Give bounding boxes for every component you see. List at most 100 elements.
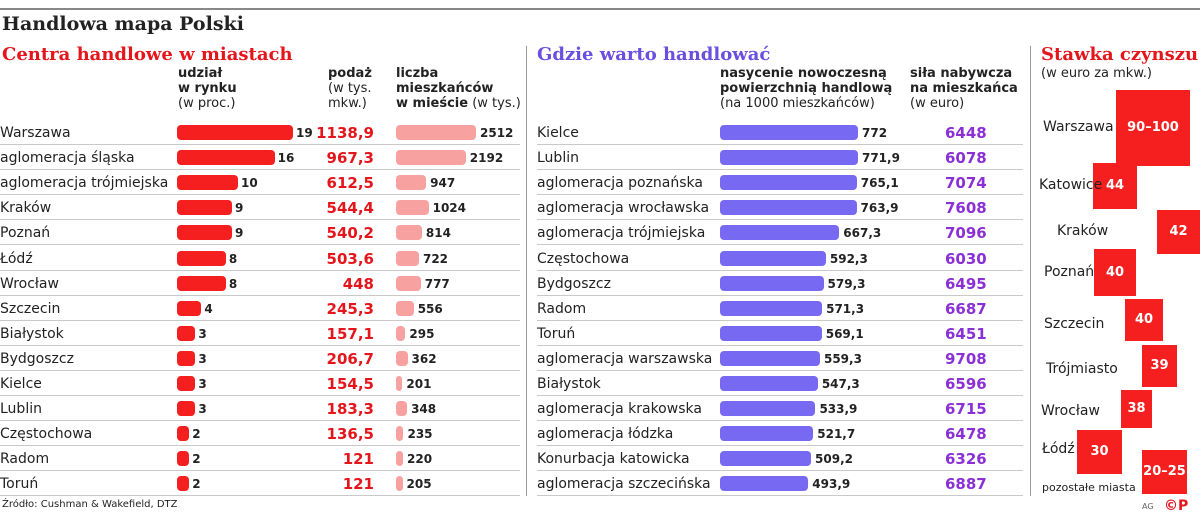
table-row: aglomeracja szczecińska 493,9 6887 <box>537 471 1023 497</box>
left-section-title: Centra handlowe w miastach <box>2 44 293 65</box>
saturation-value: 521,7 <box>817 427 856 442</box>
rent-city-label: Poznań <box>1044 264 1095 280</box>
rent-city-label: Wrocław <box>1041 403 1100 419</box>
population-value: 722 <box>422 251 449 266</box>
rent-value: 44 <box>1105 178 1125 193</box>
saturation-value: 533,9 <box>819 402 858 417</box>
rent-value: 30 <box>1090 444 1109 459</box>
rent-value: 20–25 <box>1143 464 1186 479</box>
header-podaz-label: podaż <box>328 66 372 81</box>
table-row: Częstochowa 2 136,5 235 <box>0 421 520 447</box>
row-city-label: Kraków <box>0 200 52 217</box>
purchasing-power-value: 6596 <box>945 375 987 393</box>
row-city-label: Toruń <box>0 476 39 493</box>
table-row: Szczecin 4 245,3 556 <box>0 296 520 321</box>
share-value: 2 <box>192 427 201 442</box>
row-city-label: Białystok <box>537 376 601 392</box>
supply-value: 157,1 <box>326 324 374 343</box>
row-city-label: aglomeracja śląska <box>0 150 135 167</box>
purchasing-power-value: 6448 <box>945 124 987 142</box>
share-value: 8 <box>228 251 238 266</box>
row-city-label: Częstochowa <box>0 426 93 443</box>
supply-value: 121 <box>342 475 374 494</box>
table-row: aglomeracja łódzka 521,7 6478 <box>537 421 1023 447</box>
share-bar <box>177 300 202 316</box>
share-bar <box>177 175 239 191</box>
purchasing-power-value: 6078 <box>945 149 987 168</box>
row-city-label: aglomeracja trójmiejska <box>0 175 169 192</box>
population-bar <box>396 401 408 417</box>
row-city-label: Kielce <box>537 125 579 141</box>
saturation-bar <box>720 175 857 191</box>
saturation-value: 592,3 <box>829 251 868 266</box>
population-value: 205 <box>406 477 432 492</box>
row-city-label: Warszawa <box>0 125 71 141</box>
row-city-label: aglomeracja poznańska <box>537 175 703 192</box>
population-bar <box>396 476 403 492</box>
row-city-label: aglomeracja krakowska <box>537 401 702 418</box>
share-value: 3 <box>198 402 207 417</box>
table-row: Białystok 3 157,1 295 <box>0 321 520 346</box>
table-row: aglomeracja poznańska 765,1 7074 <box>537 170 1023 196</box>
publisher-logo: ©P <box>1164 498 1189 514</box>
supply-value: 967,3 <box>326 149 374 168</box>
share-value: 3 <box>198 326 207 341</box>
saturation-bar <box>720 125 858 140</box>
share-value: 2 <box>192 452 201 467</box>
row-city-label: Bydgoszcz <box>537 275 611 292</box>
purchasing-power-value: 7608 <box>945 199 987 218</box>
table-row: aglomeracja trójmiejska 667,3 7096 <box>537 220 1023 246</box>
saturation-value: 763,9 <box>860 201 899 216</box>
table-row: Bydgoszcz 579,3 6495 <box>537 271 1023 296</box>
purchasing-power-value: 6478 <box>945 425 987 444</box>
rent-city-label: Łódź <box>1042 441 1075 457</box>
table-row: Lublin 3 183,3 348 <box>0 396 520 422</box>
header-nasycenie-unit: (na 1000 mieszkańców) <box>720 96 875 111</box>
rent-value: 42 <box>1169 224 1188 239</box>
table-row: Białystok 547,3 6596 <box>537 371 1023 396</box>
supply-value: 136,5 <box>326 425 374 444</box>
header-udzial-unit: (w proc.) <box>178 96 236 111</box>
rent-value: 40 <box>1105 264 1125 280</box>
share-bar <box>177 250 226 266</box>
header-liczba: liczba mieszkańców w mieście (w tys.) <box>396 66 521 111</box>
row-city-label: Bydgoszcz <box>0 350 74 367</box>
supply-value: 154,5 <box>326 375 374 393</box>
row-city-label: Kielce <box>0 376 42 392</box>
population-value: 777 <box>424 276 450 291</box>
population-bar <box>396 250 419 266</box>
purchasing-power-value: 6030 <box>945 249 987 268</box>
population-value: 348 <box>411 402 437 417</box>
population-bar <box>396 300 414 316</box>
saturation-bar <box>720 376 818 391</box>
row-city-label: Lublin <box>0 401 42 418</box>
saturation-bar <box>720 150 858 166</box>
saturation-value: 509,2 <box>815 452 853 467</box>
share-value: 4 <box>204 301 213 316</box>
rent-square: 40 <box>1094 249 1136 296</box>
supply-value: 448 <box>342 274 374 293</box>
table-row: aglomeracja trójmiejska 10 612,5 947 <box>0 170 520 196</box>
share-bar <box>177 225 232 241</box>
table-row: Toruń 2 121 205 <box>0 471 520 497</box>
table-row: Łódź 8 503,6 722 <box>0 246 520 271</box>
population-bar <box>396 350 408 366</box>
saturation-bar <box>720 225 840 241</box>
saturation-value: 667,3 <box>843 226 882 241</box>
table-row: aglomeracja śląska 16 967,3 2192 <box>0 145 520 171</box>
purchasing-power-value: 9708 <box>945 349 987 368</box>
row-city-label: Częstochowa <box>537 250 630 267</box>
saturation-bar <box>720 300 823 316</box>
saturation-value: 493,9 <box>812 477 851 492</box>
supply-value: 1138,9 <box>316 124 374 142</box>
header-podaz: podaż (w tys. mkw.) <box>328 66 372 111</box>
row-city-label: Białystok <box>0 325 64 342</box>
table-row: Toruń 569,1 6451 <box>537 321 1023 346</box>
table-row: Radom 2 121 220 <box>0 446 520 472</box>
rent-city-label: Szczecin <box>1044 316 1105 332</box>
rent-square: 30 <box>1077 430 1122 474</box>
population-bar <box>396 200 429 216</box>
rent-square: 38 <box>1121 390 1152 428</box>
header-udzial: udział w rynku (w proc.) <box>178 66 237 111</box>
header-nasycenie-label: nasycenie nowoczesną powierzchnią handlo… <box>720 66 893 96</box>
